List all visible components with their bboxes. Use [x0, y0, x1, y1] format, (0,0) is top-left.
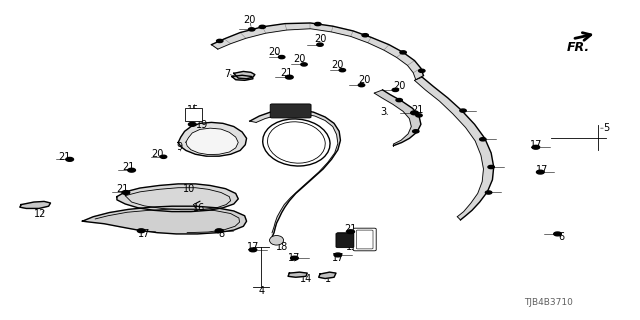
Circle shape: [554, 232, 561, 236]
Text: 2: 2: [363, 242, 369, 252]
Circle shape: [66, 157, 74, 161]
Circle shape: [532, 145, 540, 149]
Ellipse shape: [262, 119, 330, 166]
Circle shape: [317, 43, 323, 46]
Polygon shape: [20, 201, 51, 208]
Text: 14: 14: [300, 274, 312, 284]
Bar: [184, 108, 202, 121]
Text: 10: 10: [183, 184, 195, 194]
Circle shape: [248, 28, 255, 31]
Circle shape: [485, 191, 492, 194]
Polygon shape: [178, 123, 246, 156]
Circle shape: [347, 230, 355, 234]
Text: 20: 20: [293, 54, 306, 64]
Circle shape: [392, 88, 399, 92]
Circle shape: [278, 55, 285, 59]
Circle shape: [416, 114, 422, 117]
Circle shape: [419, 69, 425, 72]
Polygon shape: [211, 23, 424, 80]
Text: 13: 13: [346, 242, 358, 252]
Circle shape: [479, 138, 486, 141]
FancyBboxPatch shape: [353, 228, 376, 251]
Text: 17: 17: [536, 165, 548, 175]
Text: 19: 19: [196, 120, 208, 130]
Circle shape: [161, 155, 167, 158]
Text: 1: 1: [324, 274, 331, 284]
Text: 16: 16: [193, 204, 205, 213]
Circle shape: [128, 168, 136, 172]
Circle shape: [488, 165, 494, 169]
Text: 20: 20: [268, 47, 280, 57]
Circle shape: [460, 109, 467, 112]
Polygon shape: [186, 128, 238, 155]
Polygon shape: [319, 272, 336, 278]
Text: 17: 17: [288, 253, 301, 263]
Circle shape: [138, 229, 145, 233]
FancyBboxPatch shape: [270, 104, 311, 118]
Text: 17: 17: [247, 242, 259, 252]
Ellipse shape: [269, 236, 284, 245]
Polygon shape: [374, 90, 421, 146]
Circle shape: [315, 22, 321, 26]
Polygon shape: [83, 206, 246, 234]
Circle shape: [249, 248, 257, 252]
Circle shape: [301, 63, 307, 66]
Text: 20: 20: [358, 75, 371, 85]
Circle shape: [536, 170, 544, 174]
Circle shape: [285, 75, 293, 79]
Circle shape: [259, 25, 266, 28]
Text: 17: 17: [138, 229, 150, 239]
Circle shape: [216, 39, 223, 43]
Text: 4: 4: [258, 286, 264, 296]
Text: 20: 20: [331, 60, 344, 70]
Text: TJB4B3710: TJB4B3710: [524, 298, 573, 307]
Text: 20: 20: [244, 15, 256, 26]
Circle shape: [362, 34, 369, 37]
Circle shape: [358, 84, 365, 87]
Text: 18: 18: [276, 242, 288, 252]
Text: 9: 9: [177, 142, 182, 152]
FancyBboxPatch shape: [336, 233, 354, 248]
Text: 21: 21: [280, 68, 293, 78]
Text: 20: 20: [151, 149, 163, 159]
Circle shape: [413, 130, 419, 133]
Text: 3: 3: [381, 107, 387, 117]
Polygon shape: [232, 75, 253, 80]
Polygon shape: [250, 110, 340, 237]
Circle shape: [188, 123, 196, 126]
Text: 20: 20: [314, 34, 326, 44]
Text: 21: 21: [412, 105, 424, 115]
Circle shape: [411, 111, 419, 115]
Polygon shape: [117, 184, 238, 212]
Text: 17: 17: [332, 253, 344, 263]
Text: 17: 17: [530, 140, 542, 150]
Polygon shape: [288, 272, 307, 277]
Circle shape: [334, 253, 342, 257]
Text: 8: 8: [218, 229, 224, 239]
Text: FR.: FR.: [567, 41, 590, 53]
Circle shape: [215, 229, 223, 233]
Polygon shape: [234, 71, 255, 79]
Circle shape: [291, 256, 298, 260]
Text: 11: 11: [281, 106, 293, 116]
Circle shape: [339, 68, 346, 72]
Text: 21: 21: [116, 184, 128, 194]
Circle shape: [396, 99, 403, 102]
Circle shape: [122, 191, 130, 195]
Text: 21: 21: [344, 223, 357, 234]
Text: 15: 15: [188, 105, 200, 115]
Text: 7: 7: [224, 69, 230, 79]
Text: 21: 21: [122, 162, 134, 172]
Text: 20: 20: [394, 81, 406, 91]
Polygon shape: [415, 77, 493, 220]
Circle shape: [400, 51, 406, 54]
Text: 6: 6: [558, 232, 564, 242]
Text: 5: 5: [603, 123, 609, 133]
Text: 21: 21: [58, 152, 71, 162]
Text: 12: 12: [34, 209, 47, 219]
